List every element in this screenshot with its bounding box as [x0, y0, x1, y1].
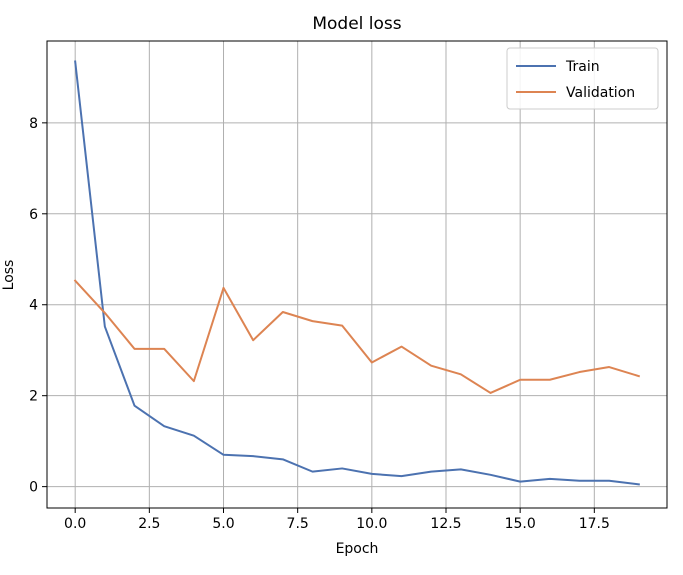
legend-label-validation: Validation: [566, 85, 635, 101]
x-axis-label: Epoch: [336, 541, 379, 557]
series-lines: [73, 60, 641, 486]
y-axis-ticks: 0 2 4 6 8: [29, 116, 47, 496]
legend: Train Validation: [506, 47, 659, 110]
y-tick-label: 0: [29, 480, 38, 496]
x-axis-ticks: 0.0 2.5 5.0 7.5 10.0 12.5 15.0 17.5: [64, 508, 610, 532]
y-tick-label: 6: [29, 207, 38, 223]
x-tick-label: 5.0: [212, 516, 234, 532]
series-line-validation: [73, 279, 641, 394]
x-tick-label: 2.5: [138, 516, 160, 532]
grid: [47, 41, 667, 508]
y-tick-label: 4: [29, 298, 38, 314]
x-tick-label: 0.0: [64, 516, 86, 532]
y-tick-label: 8: [29, 116, 38, 132]
plot-frame: [46, 40, 668, 509]
x-tick-label: 10.0: [356, 516, 387, 532]
y-axis-label: Loss: [1, 260, 17, 291]
x-tick-label: 7.5: [287, 516, 309, 532]
x-tick-label: 15.0: [505, 516, 536, 532]
x-tick-label: 12.5: [430, 516, 461, 532]
legend-label-train: Train: [565, 59, 600, 75]
series-line-train: [74, 60, 640, 486]
chart-title: Model loss: [312, 14, 401, 34]
y-tick-label: 2: [29, 389, 38, 405]
x-tick-label: 17.5: [579, 516, 610, 532]
legend-box: [506, 47, 659, 110]
